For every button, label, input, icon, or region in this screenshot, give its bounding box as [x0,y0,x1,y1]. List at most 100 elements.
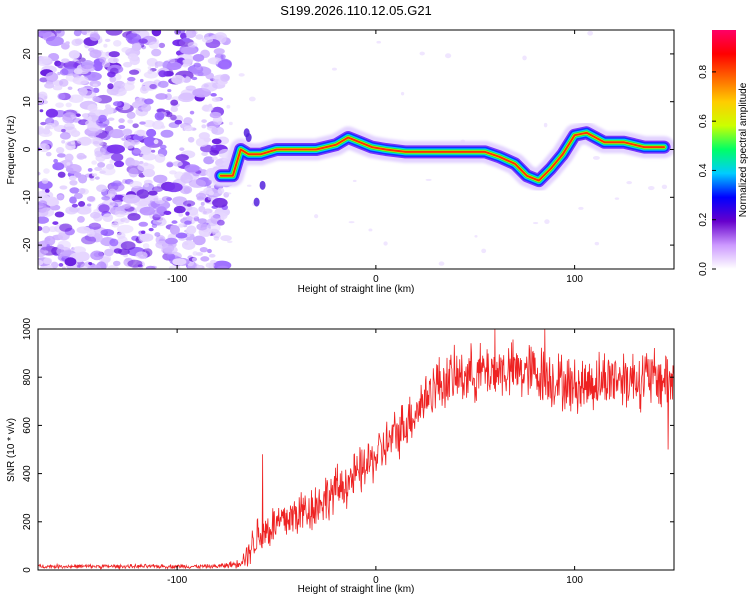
noise-speckle [224,192,232,195]
x-tick-label: 0 [373,575,379,586]
noise-speckle [614,197,620,200]
noise-speckle [201,104,214,112]
noise-speckle [38,171,41,176]
noise-speckle [246,184,252,187]
noise-speckle [89,137,103,145]
noise-speckle [76,137,91,145]
noise-speckle [220,54,226,59]
noise-speckle [46,244,50,248]
y-tick-label: 20 [22,48,33,60]
noise-speckle [331,67,337,71]
noise-speckle [82,31,87,35]
noise-speckle [166,161,174,168]
noise-speckle [59,78,69,87]
noise-speckle [38,127,45,135]
noise-speckle [118,125,126,130]
noise-speckle [92,87,100,94]
noise-speckle [118,88,126,96]
y-tick-label: 200 [22,513,33,530]
colorbar-label: Normalized spectral amplitude [738,82,749,217]
ridge-core [219,131,666,182]
noise-speckle [181,240,196,250]
noise-speckle [89,31,100,41]
noise-speckle [57,244,64,249]
noise-speckle [348,221,355,224]
noise-speckle [211,97,221,102]
noise-speckle [129,69,140,75]
noise-speckle [86,203,92,207]
chart-title: S199.2026.110.12.05.G21 [280,3,432,18]
noise-speckle [170,114,177,121]
noise-speckle [626,180,633,185]
noise-speckle [104,38,111,42]
noise-speckle [143,182,150,188]
noise-speckle [211,127,219,135]
noise-speckle [192,235,206,246]
noise-speckle [94,146,106,156]
noise-speckle [201,82,218,92]
noise-speckle [148,41,160,49]
noise-speckle [187,42,198,48]
colorbar-strip [712,30,736,269]
noise-speckle [45,196,59,207]
noise-speckle [146,128,157,138]
noise-speckle [206,222,221,233]
noise-speckle [210,93,217,97]
noise-speckle [425,178,432,181]
noise-speckle [220,212,228,219]
noise-speckle [92,95,100,102]
noise-speckle [76,226,91,234]
top-y-axis-label: Frequency (Hz) [6,116,17,185]
noise-speckle [226,104,231,109]
noise-speckle [48,226,58,233]
noise-speckle [161,196,171,202]
noise-speckle [109,202,114,206]
noise-speckle [105,30,123,36]
noise-speckle [38,200,48,207]
noise-speckle [199,246,208,253]
noise-speckle [111,222,120,228]
noise-speckle [111,182,115,187]
y-tick-label: 0 [22,146,33,152]
noise-speckle [211,138,222,145]
noise-speckle [113,248,122,254]
noise-speckle [87,124,101,132]
noise-speckle [38,226,43,232]
noise-speckle [161,245,178,255]
noise-speckle [38,259,44,266]
ridge-blip [259,180,266,190]
noise-speckle [594,241,600,246]
noise-speckle [52,162,65,171]
noise-speckle [103,108,114,115]
noise-speckle [122,217,128,221]
noise-speckle [167,89,172,93]
noise-speckle [183,125,194,132]
ridge-blip [253,197,260,207]
noise-speckle [65,41,70,45]
noise-speckle [174,119,183,125]
noise-speckle [203,137,211,143]
noise-speckle [144,98,154,105]
noise-speckle [166,61,182,71]
noise-speckle [151,223,158,229]
noise-speckle [213,32,228,42]
noise-speckle [41,178,49,184]
y-tick-label: -20 [22,237,33,252]
noise-speckle [105,163,115,170]
noise-speckle [368,228,373,232]
noise-speckle [185,211,190,216]
noise-speckle [203,156,215,165]
noise-speckle [151,186,164,193]
noise-speckle [208,253,216,258]
y-tick-label: 600 [22,417,33,434]
noise-speckle [53,158,59,164]
noise-speckle [131,30,141,35]
noise-speckle [164,182,183,193]
noise-speckle [154,153,166,163]
noise-speckle [63,122,75,131]
noise-speckle [109,67,119,75]
y-tick-label: -10 [22,190,33,205]
noise-speckle [211,156,218,161]
y-tick-label: 10 [22,96,33,108]
noise-speckle [42,127,51,135]
